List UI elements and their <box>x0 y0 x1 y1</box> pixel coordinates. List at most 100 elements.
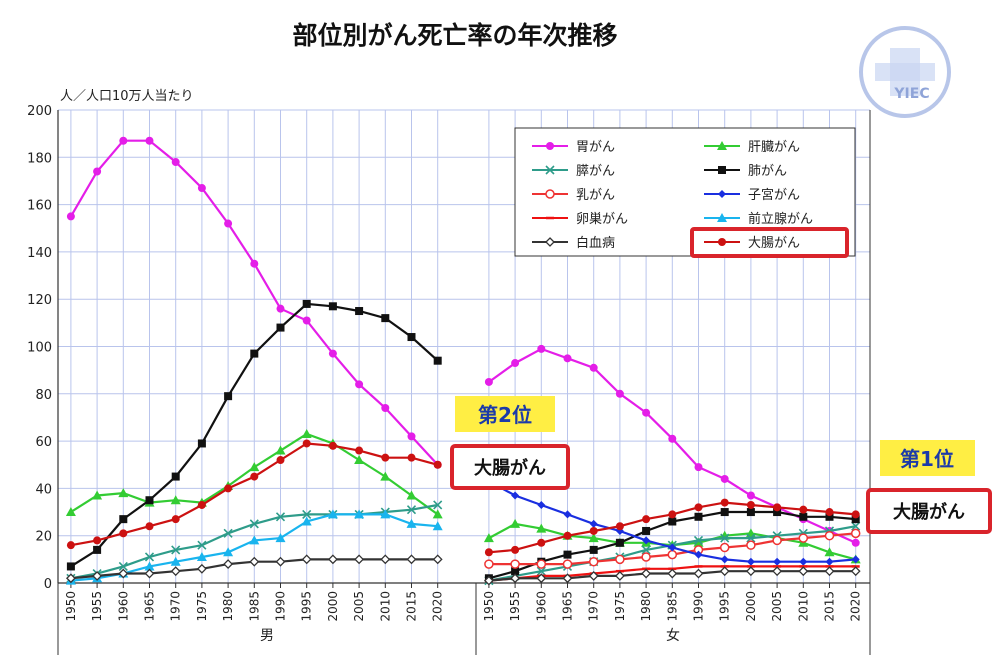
data-point <box>720 474 729 483</box>
data-point <box>536 566 546 576</box>
data-point <box>615 389 624 398</box>
x-tick-label: 2010 <box>378 591 392 622</box>
data-point <box>354 554 365 565</box>
data-point <box>510 573 521 584</box>
data-point <box>589 526 598 535</box>
x-tick-label: 1995 <box>300 591 314 622</box>
data-point <box>773 557 782 566</box>
x-tick-label: 1970 <box>169 591 183 622</box>
legend-label: 肝臓がん <box>748 140 800 155</box>
data-point <box>197 184 206 193</box>
data-point <box>171 158 180 167</box>
data-point <box>772 535 782 546</box>
data-point <box>355 446 364 455</box>
data-point <box>642 515 651 524</box>
data-point <box>511 567 520 576</box>
x-tick-label: 1975 <box>195 591 209 622</box>
female-callout-label: 大腸がん <box>893 501 965 523</box>
data-point <box>484 377 493 386</box>
data-point <box>250 259 259 268</box>
data-point <box>66 562 75 571</box>
data-point <box>694 503 703 512</box>
data-point <box>562 573 573 584</box>
data-point <box>327 554 338 565</box>
x-tick-label: 1980 <box>639 591 653 622</box>
legend-label: 膵がん <box>576 164 615 179</box>
yiec-logo: YIEC <box>859 26 951 118</box>
y-tick-label: 180 <box>27 151 52 166</box>
y-tick-label: 100 <box>27 341 52 356</box>
data-point <box>511 359 520 368</box>
data-point <box>588 556 599 567</box>
data-point <box>301 516 312 526</box>
data-point <box>249 519 259 529</box>
data-point <box>746 540 756 550</box>
y-tick-label: 200 <box>27 104 52 119</box>
data-point <box>719 566 730 577</box>
legend-swatch-marker <box>718 238 726 246</box>
data-point <box>276 456 285 465</box>
legend-swatch-marker <box>545 189 555 199</box>
legend-frame <box>514 127 856 257</box>
data-point <box>851 510 860 519</box>
data-point <box>66 212 75 221</box>
legend-entry: 胃がん <box>532 140 615 155</box>
data-point <box>118 561 128 572</box>
data-point <box>354 455 365 465</box>
data-point <box>720 533 730 543</box>
x-tick-label: 1990 <box>692 591 706 622</box>
data-point <box>667 549 678 560</box>
data-point <box>773 503 782 512</box>
x-tick-label: 1960 <box>534 591 548 622</box>
data-point <box>355 380 364 389</box>
data-point <box>589 519 598 528</box>
x-tick-label: 2005 <box>352 591 366 622</box>
data-point <box>667 568 678 579</box>
data-point <box>354 509 365 519</box>
data-point <box>615 538 624 547</box>
data-point <box>588 570 599 581</box>
data-point <box>196 551 207 561</box>
data-point <box>693 537 704 547</box>
female-callout-box <box>866 488 992 534</box>
data-point <box>433 500 443 510</box>
legend-swatch-marker <box>545 237 555 247</box>
data-point <box>381 453 390 462</box>
data-point <box>824 530 835 541</box>
x-tick-label: 2020 <box>849 591 863 622</box>
data-point <box>668 517 677 526</box>
y-tick-label: 20 <box>35 530 52 545</box>
legend-swatch-marker <box>718 190 726 198</box>
series-白血病-女 <box>483 566 861 586</box>
data-point <box>144 552 155 562</box>
data-point <box>668 434 677 443</box>
legend-swatch-marker <box>717 141 727 150</box>
data-point <box>171 515 180 524</box>
data-point <box>407 453 416 462</box>
x-tick-label: 1965 <box>561 591 575 622</box>
x-tick-label: 2000 <box>326 591 340 622</box>
data-point <box>380 471 391 481</box>
data-point <box>197 439 206 448</box>
data-point <box>746 557 755 566</box>
data-point <box>249 535 260 545</box>
data-point <box>798 566 809 577</box>
x-tick-label: 1965 <box>143 591 157 622</box>
data-point <box>510 559 520 569</box>
data-point <box>93 545 102 554</box>
legend-entry: 肺がん <box>704 164 787 179</box>
data-point <box>249 462 260 472</box>
x-tick-label: 1950 <box>64 591 78 622</box>
data-point <box>224 392 233 401</box>
data-point <box>615 554 625 565</box>
data-point <box>511 491 520 500</box>
series-大腸がん-女 <box>484 498 860 557</box>
data-point <box>694 512 703 521</box>
data-point <box>223 559 234 569</box>
data-point <box>170 495 181 505</box>
data-point <box>275 512 286 522</box>
legend-swatch-marker <box>718 166 726 174</box>
data-point <box>668 510 677 519</box>
data-point <box>642 536 651 545</box>
data-point <box>483 575 494 586</box>
